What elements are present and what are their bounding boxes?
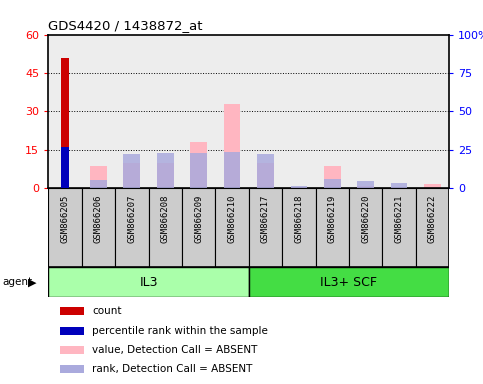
Text: GSM866207: GSM866207: [128, 194, 136, 243]
Bar: [190, 153, 207, 188]
Bar: [48, 267, 249, 297]
Text: GDS4420 / 1438872_at: GDS4420 / 1438872_at: [48, 19, 203, 32]
Bar: [149, 188, 182, 267]
Bar: [124, 154, 140, 188]
Bar: [391, 183, 408, 188]
Text: IL3+ SCF: IL3+ SCF: [320, 276, 378, 289]
Bar: [82, 188, 115, 267]
Bar: [48, 35, 82, 188]
Bar: [383, 35, 416, 188]
Bar: [257, 162, 274, 188]
Text: IL3: IL3: [139, 276, 158, 289]
Bar: [249, 188, 282, 267]
Text: ▶: ▶: [28, 277, 37, 287]
Text: GSM866220: GSM866220: [361, 194, 370, 243]
Bar: [60, 327, 85, 335]
Bar: [215, 188, 249, 267]
Text: GSM866222: GSM866222: [428, 194, 437, 243]
Bar: [282, 35, 315, 188]
Text: GSM866205: GSM866205: [60, 194, 70, 243]
Bar: [60, 365, 85, 373]
Bar: [182, 35, 215, 188]
Bar: [90, 180, 107, 188]
Bar: [391, 187, 408, 188]
Text: value, Detection Call = ABSENT: value, Detection Call = ABSENT: [92, 345, 258, 355]
Bar: [349, 188, 383, 267]
Bar: [357, 181, 374, 188]
Bar: [115, 188, 149, 267]
Bar: [182, 188, 215, 267]
Text: agent: agent: [2, 277, 32, 287]
Bar: [357, 186, 374, 188]
Text: GSM866217: GSM866217: [261, 194, 270, 243]
Bar: [90, 166, 107, 188]
Bar: [315, 188, 349, 267]
Bar: [82, 35, 115, 188]
Bar: [124, 162, 140, 188]
Bar: [416, 188, 449, 267]
Bar: [48, 188, 82, 267]
Bar: [190, 142, 207, 188]
Text: GSM866209: GSM866209: [194, 194, 203, 243]
Text: GSM866221: GSM866221: [395, 194, 404, 243]
Bar: [149, 35, 182, 188]
Bar: [290, 186, 307, 188]
Text: count: count: [92, 306, 122, 316]
Bar: [157, 153, 173, 188]
Text: rank, Detection Call = ABSENT: rank, Detection Call = ABSENT: [92, 364, 253, 374]
Bar: [157, 162, 173, 188]
Text: GSM866210: GSM866210: [227, 194, 237, 243]
Bar: [257, 154, 274, 188]
Bar: [215, 35, 249, 188]
Bar: [249, 267, 449, 297]
Bar: [224, 152, 241, 188]
Text: GSM866208: GSM866208: [161, 194, 170, 243]
Bar: [424, 184, 441, 188]
Bar: [324, 179, 341, 188]
Bar: [290, 187, 307, 188]
Bar: [249, 35, 282, 188]
Bar: [282, 188, 315, 267]
Text: GSM866206: GSM866206: [94, 194, 103, 243]
Bar: [60, 307, 85, 315]
Bar: [383, 188, 416, 267]
Bar: [60, 346, 85, 354]
Bar: [115, 35, 149, 188]
Text: percentile rank within the sample: percentile rank within the sample: [92, 326, 268, 336]
Bar: [224, 104, 241, 188]
Bar: [416, 35, 449, 188]
Text: GSM866218: GSM866218: [294, 194, 303, 243]
Bar: [61, 147, 69, 188]
Bar: [315, 35, 349, 188]
Bar: [324, 166, 341, 188]
Bar: [349, 35, 383, 188]
Text: GSM866219: GSM866219: [328, 194, 337, 243]
Bar: [61, 58, 69, 188]
